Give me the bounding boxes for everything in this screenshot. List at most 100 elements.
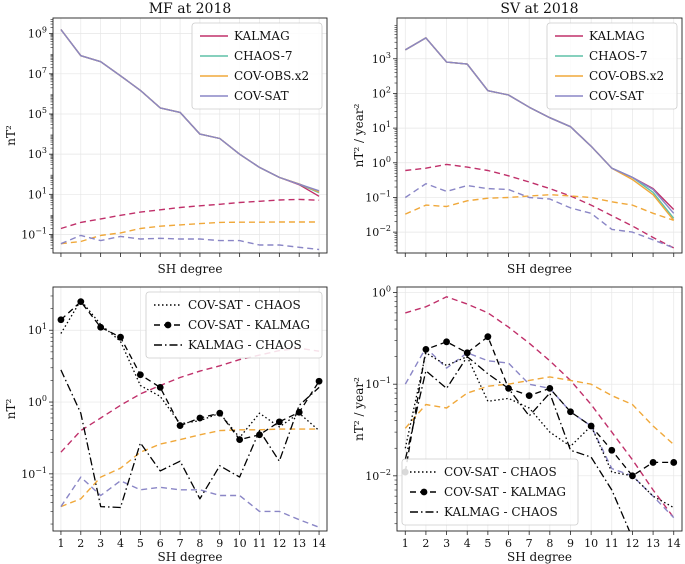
p4-legend-label-cov-sat-kalmag: COV-SAT - KALMAG — [444, 485, 566, 499]
p1-title: MF at 2018 — [149, 1, 232, 17]
p2-xlabel: SH degree — [507, 262, 572, 276]
p2-legend-label-cov-sat: COV-SAT — [589, 89, 644, 103]
p4-marker-2 — [422, 345, 430, 353]
p4-marker-3 — [443, 338, 450, 346]
p4-xtick-label-6: 6 — [505, 537, 512, 550]
p3-marker-5 — [136, 371, 144, 379]
p4-legend: COV-SAT - CHAOS COV-SAT - KALMAG KALMAG - … — [401, 458, 579, 526]
p3-legend: COV-SAT - CHAOS COV-SAT - KALMAG KALMAG - … — [145, 291, 323, 359]
p3-xtick-label-12: 12 — [272, 537, 286, 550]
p1-series-dashed-5 — [60, 221, 320, 245]
p4-legend-label-kalmag-chaos: KALMAG - CHAOS — [444, 505, 558, 519]
p4-xtick-label-11: 11 — [605, 537, 619, 550]
p4-marker-9 — [567, 408, 574, 416]
p2-series-group — [404, 37, 675, 249]
p1-legend-label-kalmag: KALMAG — [234, 29, 290, 43]
p1-ytick-label-6: 109 — [28, 26, 47, 41]
p3-series-dashed-1 — [60, 428, 320, 508]
p4-marker-5 — [484, 333, 492, 341]
p4-marker-14 — [670, 459, 678, 466]
p3-series-cov-sat-kalmag — [60, 301, 320, 441]
p4-legend-label-cov-sat-chaos: COV-SAT - CHAOS — [444, 465, 557, 479]
p3-xtick-label-10: 10 — [233, 537, 247, 550]
p1-ytick-label-4: 105 — [28, 106, 47, 121]
p3-ytick-label-1: 10−1 — [21, 466, 47, 481]
p4-ylabel: nT² / year² — [352, 377, 366, 441]
p3-series-group — [57, 298, 323, 528]
p3-marker-14 — [315, 377, 323, 385]
p3-marker-12 — [275, 418, 283, 426]
p3-marker-2 — [77, 298, 85, 306]
p4-marker-7 — [525, 392, 533, 400]
p4-xtick-label-2: 2 — [422, 537, 429, 550]
p2-legend: KALMAG CHAOS-7 COV-OBS.x2 COV-SAT — [546, 22, 678, 110]
p3-marker-8 — [196, 414, 204, 422]
p1-legend: KALMAG CHAOS-7 COV-OBS.x2 COV-SAT — [191, 22, 323, 110]
p1-plot-frame — [52, 17, 328, 254]
p1-series-dashed-6 — [60, 234, 320, 251]
p3-xtick-label-3: 3 — [97, 537, 104, 550]
p4-marker-10 — [587, 422, 595, 430]
p3-ylabel: nT² — [4, 399, 18, 420]
p3-legend-box — [145, 291, 323, 359]
p1-legend-box — [191, 22, 323, 110]
p1-series-cov-sat — [60, 29, 320, 192]
p3-xtick-label-11: 11 — [252, 537, 266, 550]
p3-series-dashed-2 — [60, 476, 320, 528]
p4-xtick-label-14: 14 — [667, 537, 681, 550]
p2-legend-box — [546, 22, 678, 110]
p1-xlabel: SH degree — [158, 262, 223, 276]
p4-xtick-label-13: 13 — [646, 537, 660, 550]
panel-2: 10−2 10−1 100 101 102 103 SV at 2018 SH degree n… — [352, 1, 683, 276]
p2-ylabel: nT² / year² — [352, 103, 366, 167]
p4-series-dashed-2 — [404, 347, 675, 519]
p4-ytick-label-2: 10−1 — [365, 376, 391, 391]
p2-legend-label-kalmag: KALMAG — [589, 29, 645, 43]
p3-marker-9 — [216, 409, 224, 417]
p3-xtick-label-5: 5 — [137, 537, 144, 550]
p4-xtick-label-1: 1 — [402, 537, 409, 550]
p3-marker-10 — [236, 436, 244, 443]
p1-series-group — [60, 29, 320, 251]
p3-series-kalmag-chaos — [60, 369, 320, 509]
p4-legend-marker — [420, 488, 428, 496]
panel-1: 10−1 101 103 105 107 109 MF at 2018 SH degree nT… — [4, 1, 328, 276]
p2-series-dashed-4 — [405, 163, 675, 249]
p4-xtick-label-3: 3 — [443, 537, 450, 550]
p4-marker-12 — [629, 472, 636, 480]
p4-plot-frame — [396, 286, 683, 532]
p2-ytick-label-5: 102 — [372, 85, 391, 100]
p2-legend-label-cov-obs-x2: COV-OBS.x2 — [589, 69, 664, 83]
p2-series-cov-sat — [404, 37, 675, 214]
p1-ytick-label-3: 103 — [28, 146, 47, 161]
p4-marker-8 — [546, 384, 554, 392]
p3-xtick-label-14: 14 — [312, 537, 326, 550]
p4-xtick-label-12: 12 — [625, 537, 639, 550]
p3-marker-1 — [57, 316, 65, 324]
p4-series-cov-sat-kalmag — [404, 336, 674, 477]
p2-series-dashed-6 — [404, 182, 674, 249]
p2-ytick-label-2: 10−1 — [365, 189, 391, 204]
p3-xtick-label-1: 1 — [57, 537, 64, 550]
p3-legend-label-cov-sat-kalmag: COV-SAT - KALMAG — [188, 318, 310, 332]
p4-xtick-label-5: 5 — [484, 537, 491, 550]
p1-legend-label-cov-sat: COV-SAT — [234, 89, 289, 103]
p4-series-dashed-0 — [405, 296, 675, 519]
p3-legend-label-kalmag-chaos: KALMAG - CHAOS — [188, 338, 302, 352]
p3-marker-3 — [97, 323, 105, 331]
p2-legend-label-chaos-7: CHAOS-7 — [589, 49, 648, 63]
p4-series-kalmag-chaos — [404, 355, 674, 531]
p3-ytick-label-2: 100 — [28, 394, 47, 409]
p1-ytick-label-1: 10−1 — [21, 227, 47, 242]
p4-xtick-label-10: 10 — [584, 537, 598, 550]
p2-ytick-label-3: 100 — [372, 155, 391, 170]
p4-series-cov-sat-chaos — [404, 352, 675, 509]
p3-xlabel: SH degree — [158, 550, 223, 564]
p4-series-dashed-1 — [404, 376, 675, 446]
p4-ytick-label-1: 10−2 — [365, 468, 391, 483]
p3-xtick-label-2: 2 — [77, 537, 84, 550]
p4-marker-11 — [608, 446, 616, 454]
